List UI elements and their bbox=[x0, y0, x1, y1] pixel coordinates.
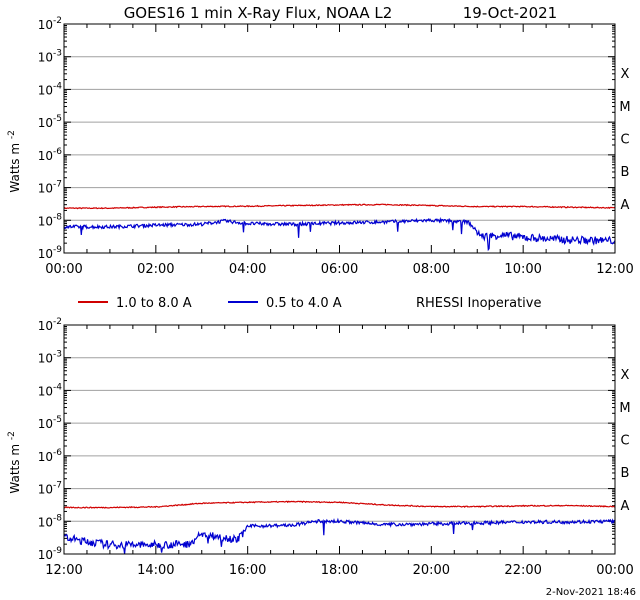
top-panel: 10-9 10-8 10-7 10-6 10-5 10-4 10-3 10-2 00:00 02:… bbox=[7, 16, 634, 277]
x-tick-label: 00:00 bbox=[596, 563, 633, 578]
y-tick-label: 10-3 bbox=[38, 49, 62, 65]
flare-class-label: X bbox=[621, 368, 630, 383]
flare-class-label: M bbox=[619, 100, 630, 115]
chart-title: GOES16 1 min X-Ray Flux, NOAA L2 bbox=[124, 4, 393, 22]
flare-class-label: M bbox=[619, 401, 630, 416]
y-tick-label: 10-5 bbox=[38, 415, 62, 431]
y-tick-label: 10-9 bbox=[38, 245, 63, 261]
legend: 1.0 to 8.0 A 0.5 to 4.0 A RHESSI Inopera… bbox=[78, 296, 541, 311]
plot-frame bbox=[63, 324, 616, 555]
x-tick-label: 14:00 bbox=[137, 563, 174, 578]
y-tick-label: 10-6 bbox=[38, 147, 63, 163]
y-tick-label: 10-9 bbox=[38, 546, 63, 562]
y-tick-label: 10-7 bbox=[38, 481, 62, 497]
y-tick-label: 10-5 bbox=[38, 114, 62, 130]
flare-class-label: A bbox=[621, 198, 630, 213]
x-tick-label: 20:00 bbox=[413, 563, 450, 578]
legend-label-short-channel: 0.5 to 4.0 A bbox=[266, 296, 342, 311]
x-tick-label: 16:00 bbox=[229, 563, 266, 578]
legend-label-long-channel: 1.0 to 8.0 A bbox=[116, 296, 192, 311]
x-tick-label: 04:00 bbox=[229, 262, 266, 277]
flare-class-label: C bbox=[620, 133, 629, 148]
y-tick-label: 10-2 bbox=[38, 317, 62, 333]
flare-class-label: B bbox=[621, 165, 630, 180]
x-tick-label: 22:00 bbox=[504, 563, 541, 578]
legend-note: RHESSI Inoperative bbox=[416, 296, 541, 311]
x-tick-label: 18:00 bbox=[321, 563, 358, 578]
flare-class-label: A bbox=[621, 499, 630, 514]
y-tick-label: 10-8 bbox=[38, 212, 63, 228]
flare-class-label: B bbox=[621, 466, 630, 481]
plot-frame bbox=[63, 23, 616, 254]
x-tick-label: 12:00 bbox=[45, 563, 82, 578]
x-tick-label: 06:00 bbox=[321, 262, 358, 277]
y-tick-label: 10-2 bbox=[38, 16, 62, 32]
x-tick-label: 10:00 bbox=[504, 262, 541, 277]
x-tick-label: 00:00 bbox=[45, 262, 82, 277]
y-tick-label: 10-4 bbox=[38, 382, 63, 398]
y-axis-title: Watts m -2 bbox=[7, 431, 22, 493]
x-tick-label: 02:00 bbox=[137, 262, 174, 277]
y-axis-title: Watts m -2 bbox=[7, 130, 22, 192]
y-tick-label: 10-4 bbox=[38, 81, 63, 97]
series-line-short-channel bbox=[63, 517, 615, 555]
footer-timestamp: 2-Nov-2021 18:46 bbox=[546, 587, 636, 598]
x-tick-label: 08:00 bbox=[413, 262, 450, 277]
flare-class-label: C bbox=[620, 434, 629, 449]
chart-date: 19-Oct-2021 bbox=[463, 4, 557, 22]
y-tick-label: 10-8 bbox=[38, 513, 63, 529]
x-tick-label: 12:00 bbox=[596, 262, 633, 277]
bottom-panel: 10-9 10-8 10-7 10-6 10-5 10-4 10-3 10-2 12:00 14:… bbox=[7, 317, 634, 578]
series-line-short-channel bbox=[63, 216, 616, 252]
series-line-long-channel bbox=[63, 500, 615, 509]
y-tick-label: 10-6 bbox=[38, 448, 63, 464]
flare-class-label: X bbox=[621, 67, 630, 82]
y-tick-label: 10-3 bbox=[38, 350, 62, 366]
series-line-long-channel bbox=[63, 203, 616, 210]
y-tick-label: 10-7 bbox=[38, 180, 62, 196]
